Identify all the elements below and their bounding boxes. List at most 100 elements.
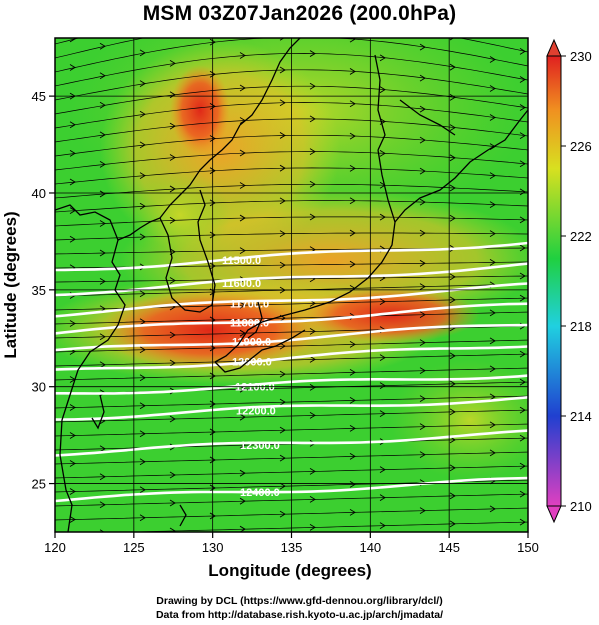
wind-arrow [69, 460, 76, 467]
x-axis-label: Longitude (degrees) [208, 561, 371, 580]
wind-arrow [279, 426, 286, 434]
wind-arrow [169, 185, 176, 193]
wind-arrow [209, 456, 216, 464]
wind-arrow [349, 229, 356, 237]
wind-arrow [379, 354, 386, 362]
wind-arrow [139, 514, 146, 522]
wind-arrow [239, 301, 246, 309]
y-tick-label: 45 [32, 89, 46, 104]
streamline [55, 183, 528, 199]
wind-arrow [99, 101, 106, 109]
wind-arrow [349, 165, 356, 172]
wind-arrow [139, 346, 146, 354]
contour-label: 12400.0 [240, 487, 280, 499]
wind-arrow [349, 100, 356, 108]
wind-arrow [519, 244, 526, 252]
wind-arrow [489, 114, 496, 121]
wind-arrow [379, 150, 386, 157]
streamline [55, 451, 528, 465]
wind-arrow [379, 494, 386, 502]
wind-arrow [209, 199, 216, 207]
wind-arrow [279, 261, 286, 269]
wind-arrow [279, 230, 286, 238]
wind-arrow [419, 229, 426, 237]
y-tick-label: 30 [32, 380, 46, 395]
wind-arrow [69, 178, 76, 186]
colorbar-tick-label: 230 [570, 49, 592, 64]
wind-arrow [419, 339, 426, 346]
wind-arrow [69, 404, 76, 411]
streamline [55, 325, 528, 339]
wind-arrow [309, 468, 316, 475]
wind-arrow [489, 201, 496, 209]
wind-arrow [169, 277, 176, 284]
chart-title: MSM 03Z07Jan2026 (200.0hPa) [142, 2, 457, 25]
colorbar-bottom-arrow [546, 505, 562, 524]
x-tick-label: 135 [281, 540, 303, 555]
wind-arrow [379, 54, 386, 62]
streamline [55, 423, 528, 437]
wind-arrow [139, 430, 146, 438]
wind-arrow [349, 38, 356, 43]
wind-arrow [69, 320, 76, 327]
wind-arrow [380, 23, 385, 29]
wind-arrow [169, 331, 176, 339]
wind-arrow [69, 150, 76, 157]
wind-arrow [279, 342, 286, 350]
wind-arrow [349, 425, 356, 432]
map-field: 11500.0 11600.0 11700.0 11800.0 11900.0 12000… [55, 13, 528, 532]
x-tick-label: 125 [123, 540, 145, 555]
wind-arrow [449, 520, 456, 528]
wind-arrow [420, 13, 425, 19]
wind-arrow [279, 66, 286, 74]
wind-arrow [169, 359, 176, 367]
streamline [55, 69, 528, 101]
wind-arrow [519, 294, 526, 302]
wind-arrow [169, 471, 176, 479]
wind-arrow [349, 197, 356, 205]
wind-arrow [419, 105, 426, 113]
colorbar-body [546, 55, 562, 507]
wind-arrow [449, 380, 456, 388]
field-hot-west [100, 290, 320, 370]
wind-arrow [519, 160, 526, 168]
wind-arrow [99, 277, 106, 285]
wind-arrow [139, 49, 146, 57]
streamline [55, 507, 528, 521]
wind-arrow [139, 233, 146, 241]
contour-label: 11900.0 [232, 337, 271, 349]
wind-arrow [349, 260, 356, 268]
streamline [55, 216, 528, 227]
y-axis-label: Latitude (degrees) [1, 211, 20, 358]
wind-arrow [419, 507, 426, 514]
x-tick-label: 150 [517, 540, 539, 555]
streamline [55, 118, 528, 143]
wind-arrow [349, 369, 356, 376]
wind-arrow [140, 19, 145, 25]
wind-arrow [449, 273, 456, 281]
wind-arrow [419, 74, 426, 82]
wind-arrow [139, 374, 146, 382]
wind-arrow [489, 505, 496, 513]
wind-arrow [69, 488, 76, 495]
wind-arrow [519, 378, 526, 386]
wind-arrow [69, 432, 76, 439]
contour-label: 11600.0 [222, 278, 261, 290]
y-tick-label: 25 [32, 477, 46, 492]
wind-arrow [379, 298, 386, 306]
colorbar-tick-label: 210 [570, 499, 592, 514]
wind-arrow [349, 509, 356, 516]
wind-arrow [489, 85, 496, 92]
wind-arrow [139, 172, 146, 179]
wind-arrow [209, 231, 216, 239]
wind-arrow [490, 27, 495, 33]
wind-arrow [209, 428, 216, 436]
y-tick-label: 35 [32, 283, 46, 298]
streamline [55, 275, 528, 283]
streamline [55, 465, 528, 479]
wind-arrow [519, 132, 526, 140]
field-hot-north [170, 65, 230, 155]
wind-arrow [99, 249, 106, 257]
streamline [55, 200, 528, 213]
